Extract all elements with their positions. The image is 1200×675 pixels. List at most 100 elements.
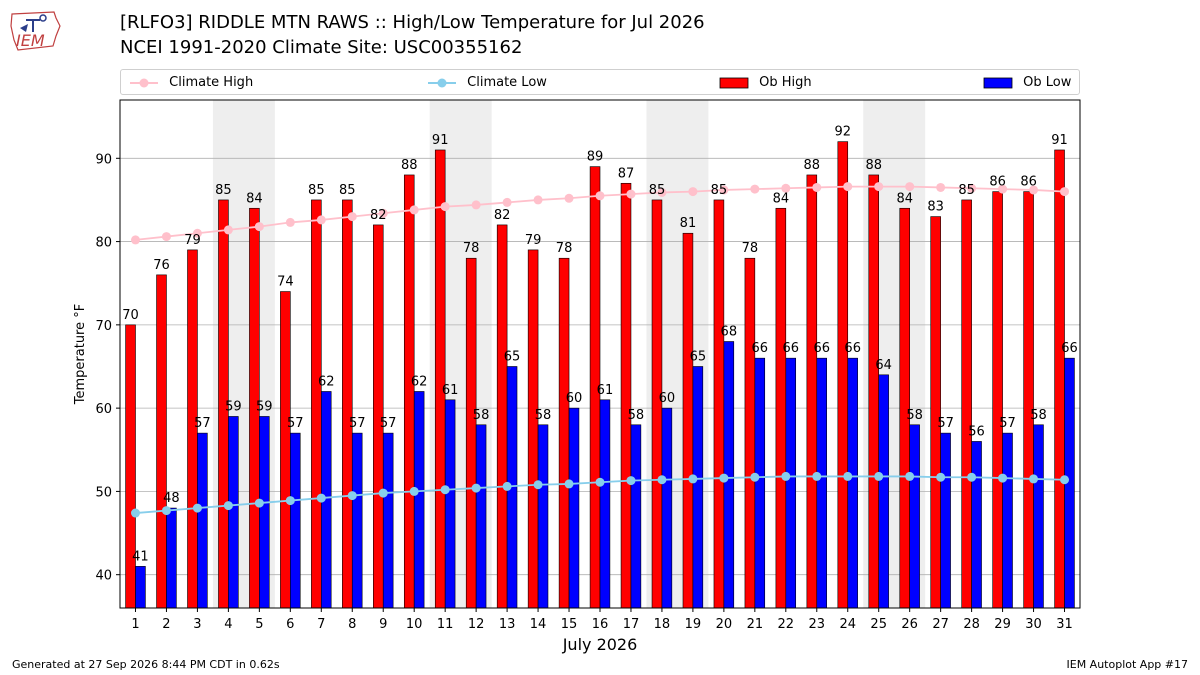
- x-tick-label: 31: [1056, 617, 1073, 632]
- x-tick-label: 10: [406, 617, 423, 632]
- climate-high-point: [967, 183, 977, 193]
- weekend-shade: [863, 100, 926, 608]
- climate-low-point: [936, 472, 946, 482]
- ob-low-label: 57: [999, 416, 1016, 431]
- ob-low-label: 65: [690, 349, 707, 364]
- ob-high-label: 76: [153, 258, 170, 273]
- climate-low-point: [688, 474, 698, 484]
- ob-high-label: 82: [494, 208, 511, 223]
- legend-label-climate-low: Climate Low: [467, 75, 547, 90]
- ob-low-bar: [135, 566, 146, 609]
- climate-low-line: [135, 475, 1065, 514]
- plot-frame: [119, 99, 1081, 609]
- x-tick-label: 8: [348, 617, 356, 632]
- ob-high-label: 78: [556, 241, 573, 256]
- ob-high-bar: [589, 166, 601, 609]
- ob-low-bar: [692, 366, 704, 609]
- ob-low-bar: [661, 407, 673, 609]
- climate-high-point: [223, 225, 233, 235]
- ob-high-label: 79: [184, 233, 201, 248]
- iem-logo: IEM: [6, 6, 62, 62]
- y-tick-label: 60: [95, 402, 112, 417]
- ob-high-bar: [558, 257, 570, 609]
- climate-high-point: [471, 200, 481, 210]
- ob-low-bar: [166, 507, 177, 609]
- ob-low-label: 56: [968, 424, 985, 439]
- climate-low-point: [223, 501, 233, 511]
- ob-high-bar: [403, 174, 415, 609]
- ob-high-bar: [744, 257, 756, 609]
- ob-low-label: 58: [906, 408, 923, 423]
- ob-low-label: 57: [194, 416, 211, 431]
- climate-low-point: [502, 481, 512, 491]
- climate-high-point: [812, 182, 822, 192]
- climate-low-point: [874, 471, 884, 481]
- ob-low-bar: [785, 357, 797, 609]
- legend-label-ob-high: Ob High: [759, 75, 812, 90]
- legend-label-climate-high: Climate High: [169, 75, 254, 90]
- ob-low-label: 41: [132, 549, 149, 564]
- ob-low-label: 66: [1061, 341, 1078, 356]
- x-tick-label: 21: [747, 617, 764, 632]
- x-tick-label: 28: [963, 617, 980, 632]
- climate-high-point: [750, 184, 760, 194]
- ob-low-bar: [475, 424, 487, 609]
- ob-low-label: 66: [752, 341, 769, 356]
- ob-low-label: 57: [287, 416, 304, 431]
- x-tick-label: 24: [839, 617, 856, 632]
- ob-low-bar: [878, 374, 889, 609]
- climate-low-point: [657, 475, 667, 485]
- ob-high-bar: [311, 199, 322, 609]
- app-footer: IEM Autoplot App #17: [1066, 658, 1189, 671]
- climate-low-point: [254, 498, 264, 508]
- legend-item-ob-low: Ob Low: [983, 74, 1071, 92]
- legend-item-ob-high: Ob High: [719, 74, 812, 92]
- climate-high-point: [254, 222, 264, 232]
- x-tick-label: 12: [468, 617, 485, 632]
- x-tick-label: 6: [286, 617, 294, 632]
- climate-high-point: [905, 182, 915, 192]
- climate-high-point: [843, 182, 853, 192]
- ob-high-bar: [930, 216, 941, 609]
- ob-high-label: 87: [618, 166, 635, 181]
- y-tick-label: 40: [95, 569, 112, 584]
- climate-low-point: [285, 496, 295, 506]
- ob-low-bar: [847, 357, 858, 609]
- x-axis-label: July 2026: [562, 635, 638, 654]
- legend-item-climate-low: Climate Low: [427, 74, 547, 92]
- ob-high-bar: [899, 207, 910, 609]
- climate-low-point: [347, 491, 357, 501]
- ob-low-bar: [537, 424, 549, 609]
- ob-low-label: 59: [256, 399, 273, 414]
- ob-low-label: 58: [628, 408, 645, 423]
- ob-low-label: 61: [597, 383, 614, 398]
- x-tick-label: 14: [530, 617, 547, 632]
- ob-high-bar: [218, 199, 229, 609]
- legend: Climate High Climate Low Ob High Ob Low: [120, 69, 1080, 95]
- climate-low-point: [378, 488, 388, 498]
- ob-low-label: 57: [349, 416, 366, 431]
- x-tick-label: 20: [716, 617, 733, 632]
- climate-high-point: [626, 189, 636, 199]
- ob-low-label: 48: [163, 491, 180, 506]
- ob-low-bar: [599, 399, 611, 609]
- ob-low-bar: [444, 399, 456, 609]
- climate-low-point: [471, 483, 481, 493]
- ob-high-label: 78: [463, 241, 480, 256]
- ob-low-label: 66: [782, 341, 799, 356]
- ob-low-bar: [568, 407, 580, 609]
- climate-high-point: [502, 197, 512, 207]
- ob-low-bar: [290, 432, 301, 609]
- x-tick-label: 11: [437, 617, 454, 632]
- legend-swatch-ob-high: [719, 77, 749, 89]
- ob-high-label: 79: [525, 233, 542, 248]
- ob-high-bar: [249, 207, 260, 609]
- ob-high-label: 85: [958, 183, 975, 198]
- ob-high-bar: [992, 191, 1003, 609]
- climate-high-point: [781, 183, 791, 193]
- legend-item-climate-high: Climate High: [129, 74, 253, 92]
- ob-high-label: 91: [432, 133, 449, 148]
- ob-low-label: 62: [411, 374, 428, 389]
- climate-high-point: [161, 232, 171, 242]
